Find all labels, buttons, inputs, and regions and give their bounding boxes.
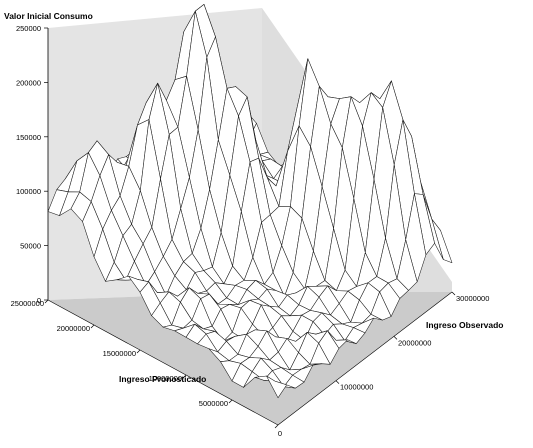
z-tick-label: 0	[37, 296, 41, 305]
y-tick-mark	[451, 291, 456, 296]
x-tick-mark	[90, 324, 95, 329]
z-tick-label: 150000	[16, 133, 41, 142]
y-axis-title: Ingreso Observado	[426, 320, 503, 330]
z-axis-ticks: 0 50000 100000 150000 200000 250000	[16, 24, 48, 305]
x-tick-label: 25000000	[11, 299, 44, 308]
z-tick-label: 250000	[16, 24, 41, 33]
surface-cell	[266, 375, 287, 399]
x-tick-mark	[228, 399, 233, 404]
x-axis-line	[47, 299, 279, 426]
x-tick-label: 0	[278, 429, 282, 438]
y-axis-ticks: 10000000 20000000 30000000	[335, 291, 489, 392]
y-tick-mark	[393, 336, 398, 340]
x-tick-label: 15000000	[103, 349, 136, 358]
y-tick-label: 10000000	[340, 383, 373, 392]
y-tick-mark	[335, 380, 340, 384]
x-axis-ticks: 0 5000000 10000000 15000000 20000000 25000000	[11, 299, 282, 438]
z-tick-label: 50000	[20, 242, 41, 251]
x-tick-mark	[274, 424, 279, 429]
z-axis-title: Valor Inicial Consumo	[4, 11, 93, 21]
x-tick-label: 5000000	[199, 399, 228, 408]
z-tick-label: 200000	[16, 78, 41, 87]
x-tick-mark	[136, 349, 141, 354]
x-tick-mark	[182, 374, 187, 379]
y-tick-label: 20000000	[398, 338, 431, 347]
y-axis-line	[277, 291, 453, 426]
x-tick-label: 20000000	[57, 324, 90, 333]
x-tick-label: 10000000	[149, 374, 182, 383]
surface-mesh	[47, 4, 453, 399]
x-tick-mark	[44, 299, 49, 304]
y-tick-label: 30000000	[456, 294, 489, 303]
z-tick-label: 100000	[16, 187, 41, 196]
x-axis-title: Ingreso Pronosticado	[119, 374, 206, 384]
